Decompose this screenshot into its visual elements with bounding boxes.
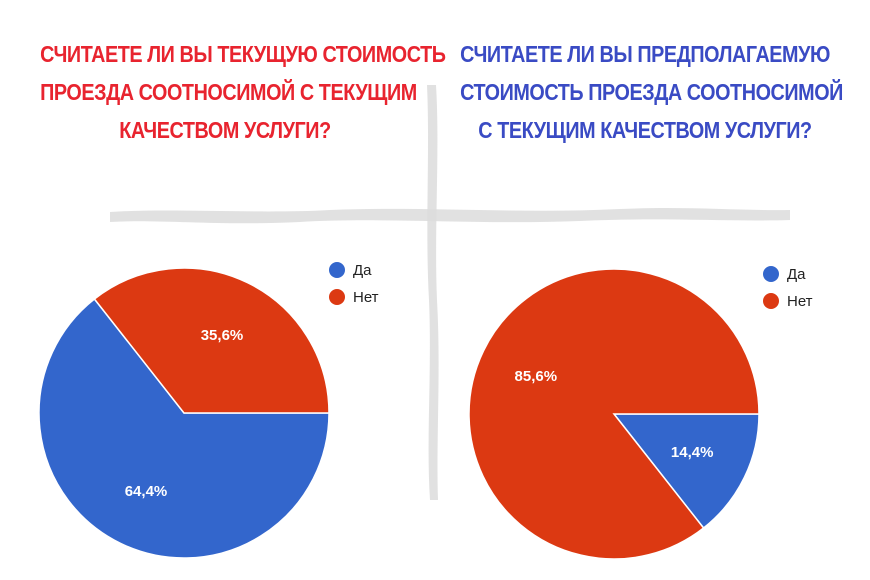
- vertical-divider: [427, 85, 439, 500]
- legend-marker-yes: [763, 266, 779, 282]
- chart-1-title: СЧИТАЕТЕ ЛИ ВЫ ТЕКУЩУЮ СТОИМОСТЬ ПРОЕЗДА…: [40, 35, 446, 149]
- pie-slice-yes: [38, 297, 330, 559]
- chart-1-title-line-3: КАЧЕСТВОМ УСЛУГИ?: [119, 117, 331, 143]
- chart-2-title-line-3: С ТЕКУЩИМ КАЧЕСТВОМ УСЛУГИ?: [478, 117, 812, 143]
- pie-slice-yes: [612, 413, 760, 530]
- legend-marker-yes: [329, 262, 345, 278]
- chart-1-title-line-1: СЧИТАЕТЕ ЛИ ВЫ ТЕКУЩУЮ СТОИМОСТЬ: [40, 41, 446, 67]
- slice-label-yes: 64,4%: [125, 483, 168, 500]
- slice-label-yes: 14,4%: [671, 444, 714, 461]
- slice-label-no: 85,6%: [515, 368, 558, 385]
- chart-2-title-line-1: СЧИТАЕТЕ ЛИ ВЫ ПРЕДПОЛАГАЕМУЮ: [460, 41, 830, 67]
- chart-2-pie: 14,4% 85,6% Да Нет: [468, 266, 813, 560]
- legend-label-yes: Да: [787, 266, 806, 283]
- chart-2-title-line-2: СТОИМОСТЬ ПРОЕЗДА СООТНОСИМОЙ: [460, 79, 843, 105]
- legend-label-yes: Да: [353, 262, 372, 279]
- pie-slice-no: [468, 268, 760, 560]
- horizontal-divider: [110, 208, 790, 224]
- chart-1-title-line-2: ПРОЕЗДА СООТНОСИМОЙ С ТЕКУЩИМ: [40, 79, 417, 105]
- legend-marker-no: [763, 293, 779, 309]
- legend-marker-no: [329, 289, 345, 305]
- slice-label-no: 35,6%: [201, 327, 244, 344]
- legend-label-no: Нет: [787, 293, 813, 310]
- legend-label-no: Нет: [353, 289, 379, 306]
- chart-1-pie: 64,4% 35,6% Да Нет: [38, 262, 379, 559]
- brush-dividers: [110, 85, 790, 500]
- chart-2-title: СЧИТАЕТЕ ЛИ ВЫ ПРЕДПОЛАГАЕМУЮ СТОИМОСТЬ …: [460, 35, 843, 149]
- pie-slice-no: [93, 267, 330, 414]
